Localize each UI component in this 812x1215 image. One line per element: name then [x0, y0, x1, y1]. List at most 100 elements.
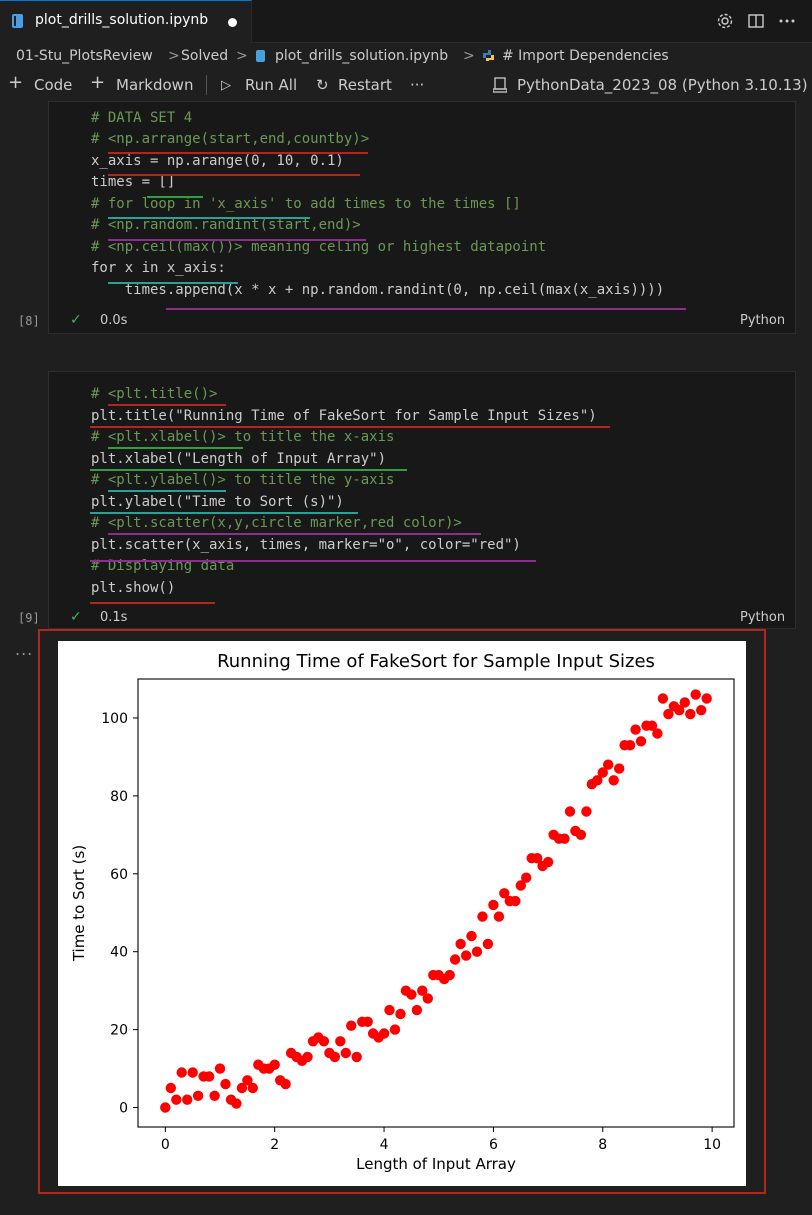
scatter-point: [351, 1051, 362, 1063]
code-line: # DATA SET 4: [91, 110, 193, 126]
notebook-icon: [256, 50, 265, 62]
breadcrumb-separator: >: [168, 48, 180, 64]
scatter-point: [510, 895, 521, 907]
scatter-point: [635, 736, 647, 747]
scatter-point: [389, 1024, 401, 1035]
code-line: plt.xlabel("Length of Input Array"): [91, 451, 387, 467]
code-line: # <plt.ylabel()> to title the y-axis: [91, 472, 395, 488]
scatter-point: [362, 1016, 373, 1027]
more-actions-icon[interactable]: [778, 12, 796, 30]
annotation-underline: [90, 469, 407, 471]
scatter-point: [329, 1051, 340, 1063]
annotation-underline: [108, 152, 368, 154]
notebook-icon: [12, 14, 23, 28]
restart-icon: ↻: [316, 76, 329, 94]
x-tick-label: 4: [380, 1137, 389, 1153]
code-line: plt.ylabel("Time to Sort (s)"): [91, 494, 344, 510]
annotation-underline: [147, 196, 203, 198]
annotation-underline: [108, 239, 366, 241]
unsaved-dot-icon[interactable]: [228, 18, 237, 27]
add-code-button[interactable]: Code: [34, 76, 73, 94]
add-markdown-button[interactable]: Markdown: [116, 76, 194, 94]
scatter-point: [597, 767, 608, 778]
more-toolbar-button[interactable]: ···: [410, 76, 425, 94]
split-editor-icon[interactable]: [747, 12, 765, 30]
scatter-point: [646, 720, 658, 731]
scatter-point: [674, 705, 685, 716]
y-tick-label: 100: [101, 711, 128, 727]
cell-1-status: [8] ✓ 0.0s Python: [0, 310, 795, 332]
scatter-point: [384, 1004, 395, 1016]
scatter-point: [422, 993, 433, 1004]
output-highlight-frame: [38, 629, 766, 1194]
scatter-point: [592, 775, 603, 786]
tab-notebook[interactable]: plot_drills_solution.ipynb: [0, 0, 252, 43]
scatter-point: [482, 938, 494, 950]
scatter-point: [171, 1094, 182, 1105]
run-all-button[interactable]: Run All: [245, 76, 298, 94]
annotation-underline: [108, 490, 226, 492]
scatter-point: [460, 950, 472, 961]
annotation-underline: [108, 282, 238, 284]
breadcrumb-item-section[interactable]: # Import Dependencies: [502, 48, 669, 64]
output-more-button[interactable]: ...: [15, 640, 34, 659]
scatter-point: [417, 985, 428, 996]
scatter-point: [471, 946, 483, 957]
code-line: # for loop in 'x_axis' to add times to t…: [91, 196, 521, 212]
python-icon: [483, 50, 494, 61]
scatter-point: [165, 1082, 176, 1094]
x-tick-label: 6: [489, 1137, 498, 1153]
scatter-point: [411, 1004, 423, 1016]
gear-icon[interactable]: [716, 12, 734, 30]
code-cell-1[interactable]: # DATA SET 4 # <np.arrange(start,end,cou…: [48, 101, 796, 334]
scatter-point: [488, 899, 499, 911]
code-line: times = []: [91, 174, 176, 190]
scatter-point: [542, 856, 554, 868]
breadcrumb-separator: >: [236, 48, 248, 64]
code-editor[interactable]: # DATA SET 4 # <np.arrange(start,end,cou…: [91, 109, 664, 298]
annotation-underline: [90, 426, 610, 428]
code-line: # <plt.xlabel()> to title the x-axis: [91, 429, 395, 445]
notebook-toolbar: + Code + Markdown ▷ Run All ↻ Restart ··…: [0, 69, 812, 101]
scatter-point: [335, 1036, 346, 1047]
y-tick-label: 0: [119, 1101, 128, 1117]
cell-language[interactable]: Python: [740, 610, 786, 625]
restart-button[interactable]: Restart: [338, 76, 392, 94]
annotation-underline: [108, 174, 360, 176]
annotation-underline: [90, 602, 215, 604]
scatter-point: [493, 911, 505, 922]
plus-icon: +: [8, 72, 24, 93]
cell-language[interactable]: Python: [740, 313, 786, 328]
code-line: # <plt.title()>: [91, 386, 218, 402]
scatter-point: [182, 1094, 193, 1105]
y-tick-label: 40: [110, 945, 128, 961]
scatter-point: [449, 954, 461, 965]
scatter-point: [346, 1020, 357, 1031]
scatter-point: [187, 1067, 198, 1078]
run-all-icon: ▷: [221, 78, 231, 93]
scatter-point: [455, 938, 466, 950]
breadcrumb-item-solved[interactable]: Solved: [181, 48, 229, 64]
scatter-point: [395, 1008, 406, 1020]
kernel-picker[interactable]: PythonData_2023_08 (Python 3.10.13): [517, 76, 808, 94]
scatter-plot-output: 0 2 4 6 8 10 0 20 40 60 80 100 Running Time of Fake…: [58, 641, 746, 1186]
annotation-underline: [90, 560, 536, 562]
scatter-point: [652, 728, 663, 739]
code-cell-2[interactable]: # <plt.title()> plt.title("Running Time …: [48, 371, 796, 629]
breadcrumb-item-file[interactable]: plot_drills_solution.ipynb: [275, 48, 449, 64]
scatter-point: [696, 705, 707, 716]
y-tick-label: 60: [110, 867, 128, 883]
scatter-point: [701, 693, 712, 704]
code-editor[interactable]: # <plt.title()> plt.title("Running Time …: [91, 386, 597, 596]
scatter-point: [242, 1075, 253, 1086]
breadcrumb-item-folder[interactable]: 01-Stu_PlotsReview: [16, 48, 153, 64]
code-line: for x in x_axis:: [91, 260, 226, 276]
scatter-point: [214, 1063, 226, 1074]
scatter-point: [614, 763, 625, 774]
success-check-icon: ✓: [70, 312, 82, 328]
scatter-point: [477, 911, 488, 922]
tab-bar: plot_drills_solution.ipynb: [0, 0, 812, 43]
scatter-point: [581, 806, 592, 817]
code-line: plt.title("Running Time of FakeSort for …: [91, 408, 597, 424]
